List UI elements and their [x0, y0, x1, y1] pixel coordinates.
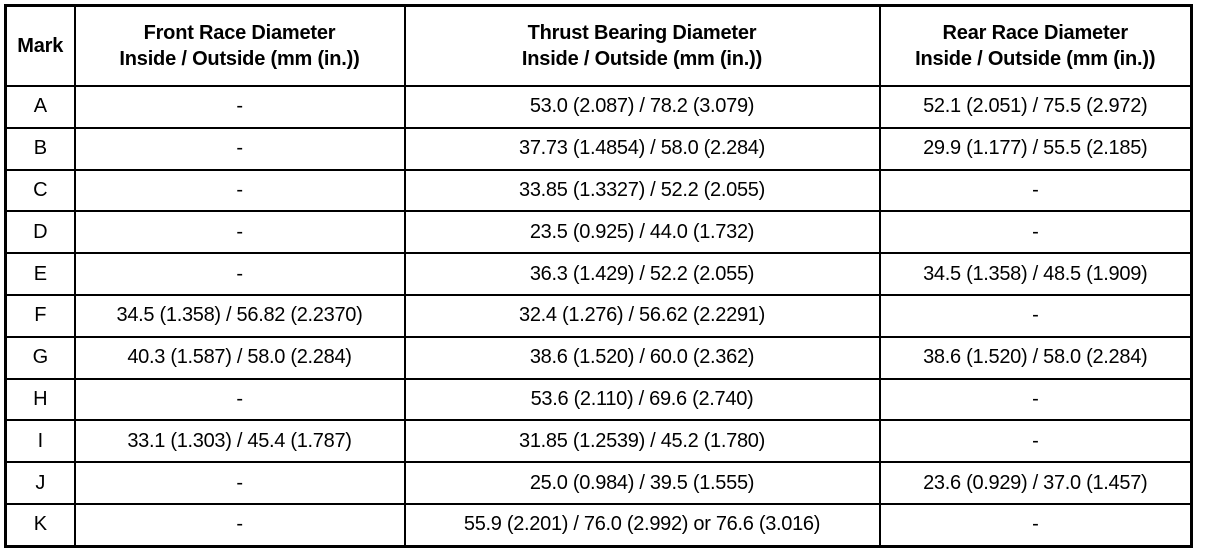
cell-thrust-bearing: 53.6 (2.110) / 69.6 (2.740)	[403, 377, 881, 422]
cell-mark: H	[4, 377, 76, 422]
cell-mark: K	[4, 502, 76, 548]
cell-front-race: -	[73, 252, 406, 296]
cell-rear-race: 38.6 (1.520) / 58.0 (2.284)	[878, 335, 1193, 380]
cell-thrust-bearing: 33.85 (1.3327) / 52.2 (2.055)	[403, 168, 881, 213]
cell-front-race: -	[73, 377, 406, 422]
cell-front-race: 40.3 (1.587) / 58.0 (2.284)	[73, 335, 406, 380]
cell-thrust-bearing: 55.9 (2.201) / 76.0 (2.992) or 76.6 (3.0…	[403, 502, 881, 548]
cell-rear-race: -	[878, 210, 1193, 255]
cell-rear-race: 34.5 (1.358) / 48.5 (1.909)	[878, 252, 1193, 296]
header-row: Mark Front Race Diameter Inside / Outside …	[4, 4, 1193, 87]
cell-mark: J	[4, 461, 76, 505]
cell-thrust-bearing: 31.85 (1.2539) / 45.2 (1.780)	[403, 419, 881, 464]
table-body: A -53.0 (2.087) / 78.2 (3.079) 52.1 (2.051…	[4, 85, 1193, 548]
header-line2: Inside / Outside (mm (in.))	[915, 48, 1156, 70]
table-row: I 33.1 (1.303) / 45.4 (1.787) 31.85 (1.253…	[4, 419, 1193, 464]
header-line1: Thrust Bearing Diameter	[527, 22, 757, 44]
cell-rear-race: -	[878, 377, 1193, 422]
cell-mark: D	[4, 210, 76, 255]
cell-thrust-bearing: 25.0 (0.984) / 39.5 (1.555)	[403, 461, 881, 505]
cell-front-race: 33.1 (1.303) / 45.4 (1.787)	[73, 419, 406, 464]
cell-mark: E	[4, 252, 76, 296]
cell-thrust-bearing: 32.4 (1.276) / 56.62 (2.2291)	[403, 293, 881, 338]
header-mark: Mark	[4, 4, 76, 87]
header-front-race: Front Race Diameter Inside / Outside (mm …	[73, 4, 406, 87]
cell-front-race: -	[73, 210, 406, 255]
table-row: C -33.85 (1.3327) / 52.2 (2.055) -	[4, 168, 1193, 213]
header-line2: Inside / Outside (mm (in.))	[521, 48, 763, 70]
cell-rear-race: 23.6 (0.929) / 37.0 (1.457)	[878, 461, 1193, 505]
cell-front-race: -	[73, 85, 406, 129]
table-row: B -37.73 (1.4854) / 58.0 (2.284) 29.9 (1.1…	[4, 126, 1193, 171]
cell-rear-race: -	[878, 502, 1193, 548]
cell-rear-race: 29.9 (1.177) / 55.5 (2.185)	[878, 126, 1193, 171]
cell-thrust-bearing: 36.3 (1.429) / 52.2 (2.055)	[403, 252, 881, 296]
header-line2: Inside / Outside (mm (in.))	[119, 48, 360, 70]
cell-mark: I	[4, 419, 76, 464]
table-row: G 40.3 (1.587) / 58.0 (2.284) 38.6 (1.520)…	[4, 335, 1193, 380]
table-row: A -53.0 (2.087) / 78.2 (3.079) 52.1 (2.051…	[4, 85, 1193, 129]
cell-rear-race: -	[878, 168, 1193, 213]
cell-rear-race: -	[878, 293, 1193, 338]
cell-thrust-bearing: 38.6 (1.520) / 60.0 (2.362)	[403, 335, 881, 380]
table-row: D -23.5 (0.925) / 44.0 (1.732) -	[4, 210, 1193, 255]
cell-rear-race: -	[878, 419, 1193, 464]
cell-thrust-bearing: 37.73 (1.4854) / 58.0 (2.284)	[403, 126, 881, 171]
bearing-diameter-table: Mark Front Race Diameter Inside / Outside …	[4, 4, 1193, 548]
table-row: E -36.3 (1.429) / 52.2 (2.055) 34.5 (1.358…	[4, 252, 1193, 296]
cell-rear-race: 52.1 (2.051) / 75.5 (2.972)	[878, 85, 1193, 129]
cell-thrust-bearing: 53.0 (2.087) / 78.2 (3.079)	[403, 85, 881, 129]
header-line1: Mark	[17, 35, 64, 57]
cell-front-race: -	[73, 168, 406, 213]
header-line1: Front Race Diameter	[143, 22, 336, 44]
cell-thrust-bearing: 23.5 (0.925) / 44.0 (1.732)	[403, 210, 881, 255]
cell-mark: G	[4, 335, 76, 380]
table-row: F 34.5 (1.358) / 56.82 (2.2370) 32.4 (1.27…	[4, 293, 1193, 338]
cell-mark: A	[4, 85, 76, 129]
cell-mark: B	[4, 126, 76, 171]
table-row: J -25.0 (0.984) / 39.5 (1.555) 23.6 (0.929…	[4, 461, 1193, 505]
cell-front-race: -	[73, 461, 406, 505]
cell-mark: F	[4, 293, 76, 338]
header-rear-race: Rear Race Diameter Inside / Outside (mm (…	[878, 4, 1193, 87]
cell-front-race: -	[73, 126, 406, 171]
cell-front-race: -	[73, 502, 406, 548]
header-line1: Rear Race Diameter	[942, 22, 1129, 44]
table-row: H -53.6 (2.110) / 69.6 (2.740) -	[4, 377, 1193, 422]
header-thrust-bearing: Thrust Bearing Diameter Inside / Outside …	[403, 4, 881, 87]
cell-mark: C	[4, 168, 76, 213]
table-row: K -55.9 (2.201) / 76.0 (2.992) or 76.6 (3…	[4, 502, 1193, 548]
cell-front-race: 34.5 (1.358) / 56.82 (2.2370)	[73, 293, 406, 338]
